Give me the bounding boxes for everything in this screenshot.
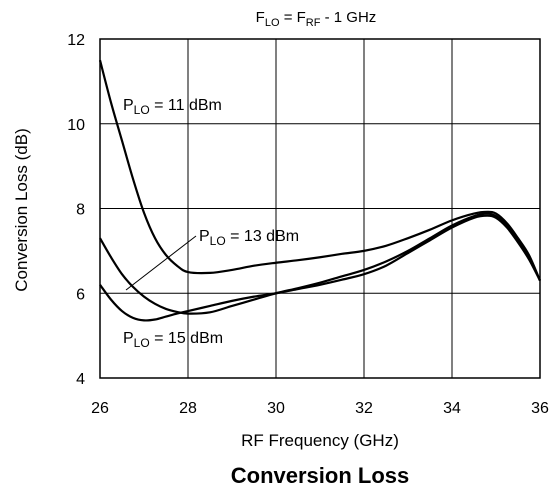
s2-rest: = 15 dBm [150, 330, 223, 347]
series-label-11dbm: PLO = 11 dBm [123, 97, 222, 117]
plot-frame [99, 38, 541, 379]
grid [100, 39, 540, 378]
x-tick-label: 30 [267, 400, 285, 417]
title-f1: F [256, 9, 265, 26]
y-tick-labels: 4 6 8 10 12 [67, 32, 85, 388]
y-tick-label: 12 [67, 32, 85, 49]
series-layer [98, 59, 542, 322]
s0-main: P [123, 97, 134, 114]
series-line-plo-13dbm [99, 212, 541, 315]
x-tick-label: 32 [355, 400, 373, 417]
series-line-plo-15dbm [99, 214, 541, 322]
leader-line-13dbm [125, 235, 197, 291]
y-tick-label: 8 [76, 202, 85, 219]
title-mid: = F [280, 9, 306, 26]
x-tick-labels: 26 28 30 32 34 36 [91, 400, 549, 417]
x-tick-label: 28 [179, 400, 197, 417]
s2-main: P [123, 330, 134, 347]
s0-rest: = 11 dBm [150, 97, 222, 114]
s1-rest: = 13 dBm [226, 228, 299, 245]
s2-sub: LO [134, 336, 150, 350]
y-tick-label: 6 [76, 286, 85, 303]
s1-main: P [199, 228, 210, 245]
x-tick-label: 36 [531, 400, 549, 417]
x-tick-label: 26 [91, 400, 109, 417]
chart-title: FLO = FRF - 1 GHz [256, 9, 377, 29]
x-tick-label: 34 [443, 400, 461, 417]
title-f2-sub: RF [306, 17, 321, 29]
series-label-13dbm: PLO = 13 dBm [199, 228, 299, 248]
title-tail: - 1 GHz [320, 9, 376, 26]
y-tick-label: 4 [76, 371, 85, 388]
x-axis-label: RF Frequency (GHz) [241, 431, 399, 450]
y-axis-label: Conversion Loss (dB) [12, 128, 31, 291]
series-label-15dbm: PLO = 15 dBm [123, 330, 223, 350]
title-f1-sub: LO [265, 17, 280, 29]
s0-sub: LO [134, 103, 150, 117]
y-tick-label: 10 [67, 117, 85, 134]
series-line-plo-11dbm [98, 59, 542, 281]
chart-caption: Conversion Loss [231, 463, 409, 488]
s1-sub: LO [210, 234, 226, 248]
